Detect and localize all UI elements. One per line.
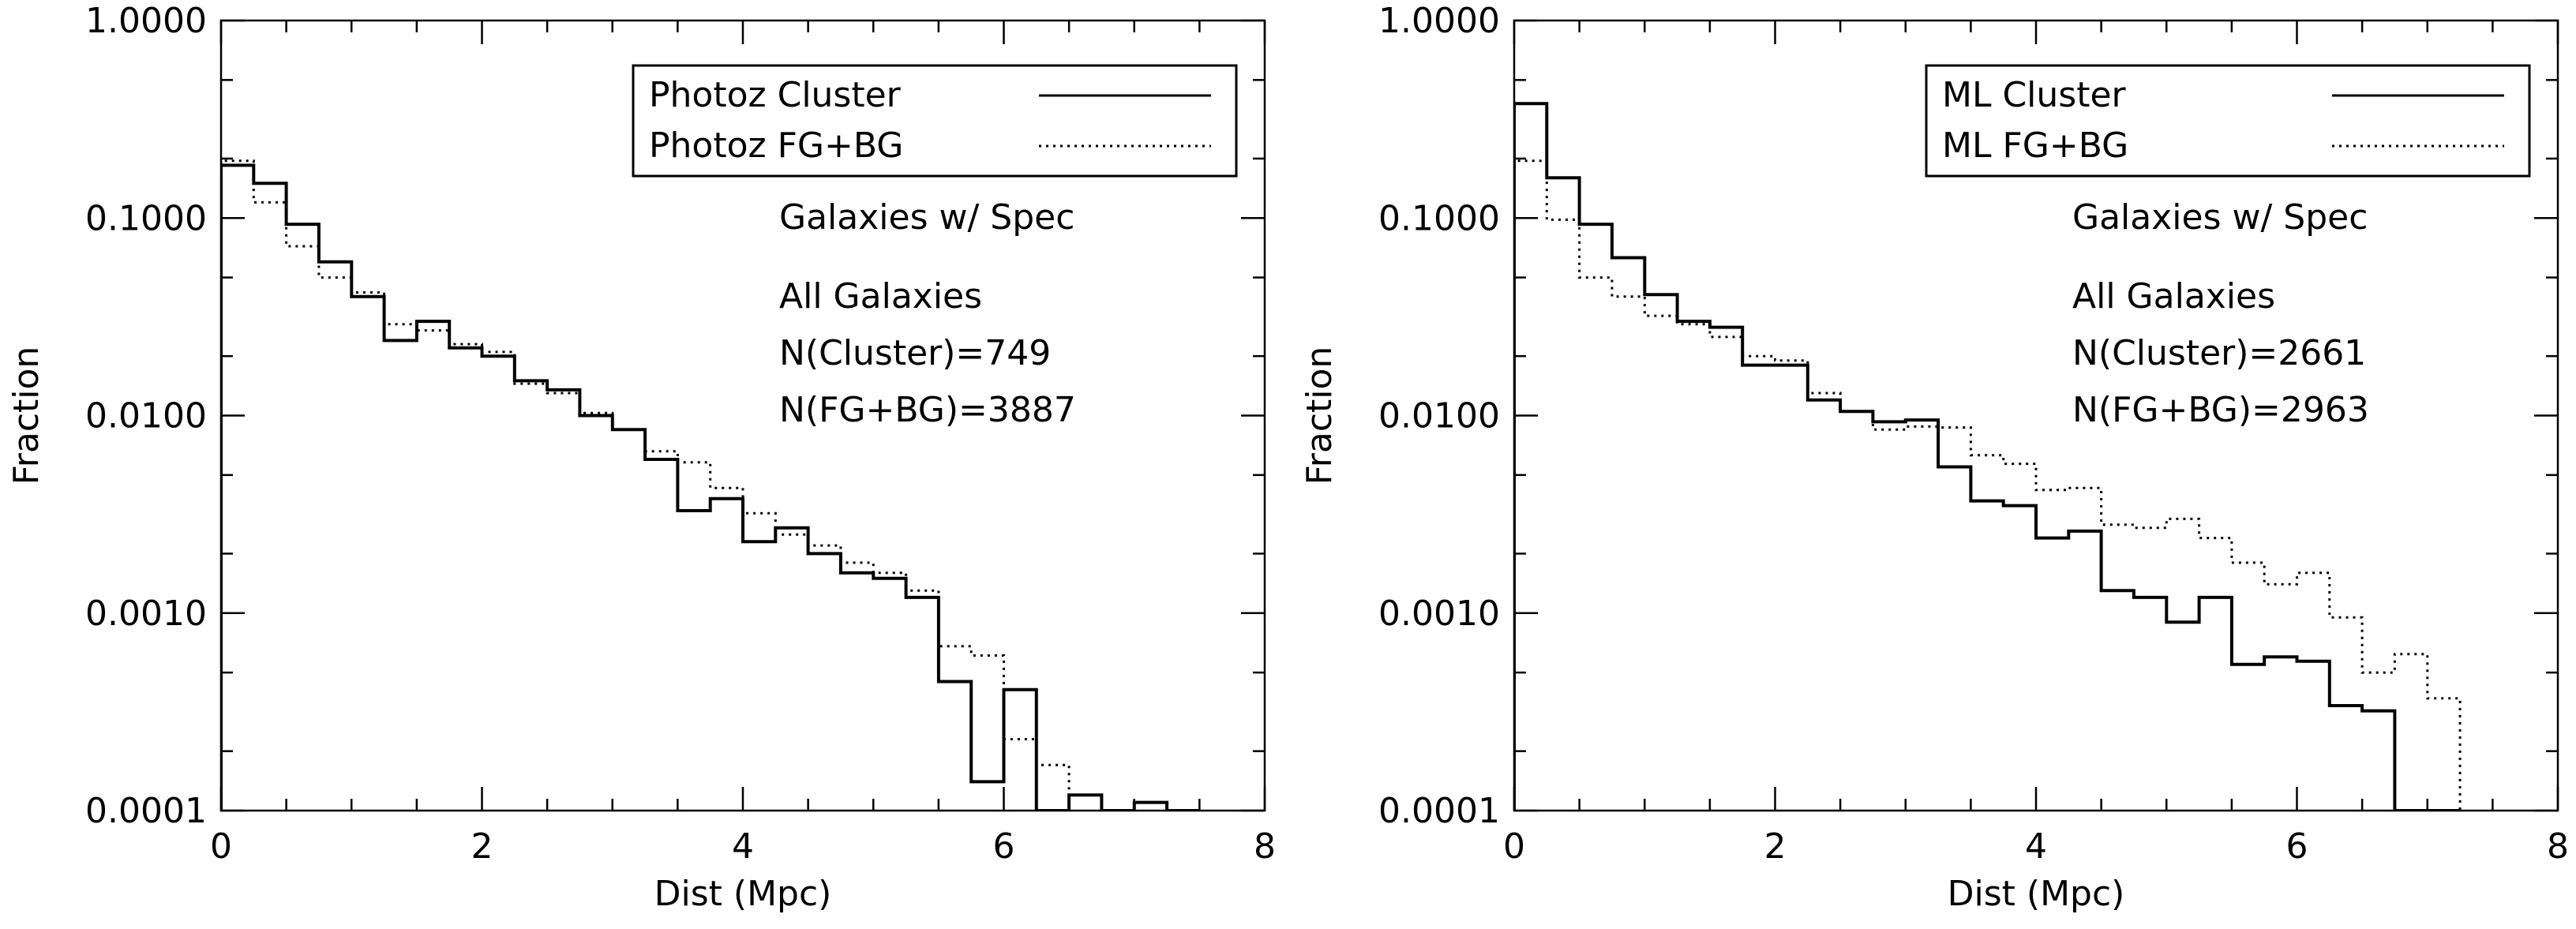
x-tick-label: 8 <box>2547 826 2569 867</box>
y-tick-label: 0.0010 <box>1378 594 1500 634</box>
series-2-line <box>1514 159 2462 811</box>
series-1-line <box>221 163 1200 811</box>
legend-box <box>1925 64 2531 178</box>
annotation-3: N(Cluster)=749 <box>779 333 1051 373</box>
x-tick-label: 8 <box>1254 826 1276 867</box>
legend: ML Cluster ML FG+BG <box>1925 64 2531 178</box>
y-axis-label: Fraction <box>1299 347 1340 485</box>
legend-label: ML Cluster <box>1942 75 2127 115</box>
y-tick-label: 0.0001 <box>85 791 207 831</box>
y-axis-label: Fraction <box>6 347 47 485</box>
y-tick-label: 0.1000 <box>1378 198 1500 238</box>
x-tick-label: 2 <box>1764 826 1787 867</box>
y-tick-label: 1.0000 <box>85 1 207 41</box>
annotation-1: Galaxies w/ Spec <box>2072 197 2368 238</box>
x-tick-label: 0 <box>1503 826 1525 867</box>
x-axis-label: Dist (Mpc) <box>654 874 832 914</box>
legend-label: Photoz FG+BG <box>649 125 903 166</box>
x-axis-label: Dist (Mpc) <box>1948 874 2125 914</box>
chart-panel-1: 0 2 4 6 8 0.0001 0.0010 0.0100 0.1000 1.0000 Dist … <box>6 1 1276 914</box>
x-tick-label: 6 <box>2286 826 2308 867</box>
annotation-3: N(Cluster)=2661 <box>2072 333 2366 373</box>
x-tick-label: 4 <box>732 826 754 867</box>
annotation-4: N(FG+BG)=2963 <box>2072 390 2369 430</box>
y-tick-label: 0.0001 <box>1378 791 1500 831</box>
legend-label: Photoz Cluster <box>649 75 902 115</box>
y-tick-label: 0.0100 <box>1378 396 1500 436</box>
annotation-2: All Galaxies <box>2072 276 2275 317</box>
annotation-4: N(FG+BG)=3887 <box>779 390 1076 430</box>
x-tick-label: 6 <box>993 826 1015 867</box>
annotation-1: Galaxies w/ Spec <box>779 197 1074 238</box>
series-1-line <box>1514 102 2461 811</box>
y-tick-label: 1.0000 <box>1378 1 1500 41</box>
y-tick-label: 0.1000 <box>85 198 207 238</box>
legend-label: ML FG+BG <box>1942 125 2128 166</box>
series-2-line <box>221 159 1134 811</box>
y-tick-label: 0.0010 <box>85 594 207 634</box>
legend: Photoz Cluster Photoz FG+BG <box>632 64 1238 178</box>
chart-panel-2: 0 2 4 6 8 0.0001 0.0010 0.0100 0.1000 1.0000 Dist … <box>1299 1 2569 914</box>
y-tick-label: 0.0100 <box>85 396 207 436</box>
annotation-2: All Galaxies <box>779 276 982 317</box>
x-tick-label: 0 <box>210 826 232 867</box>
x-tick-label: 2 <box>471 826 493 867</box>
legend-box <box>632 64 1238 178</box>
x-tick-label: 4 <box>2025 826 2047 867</box>
